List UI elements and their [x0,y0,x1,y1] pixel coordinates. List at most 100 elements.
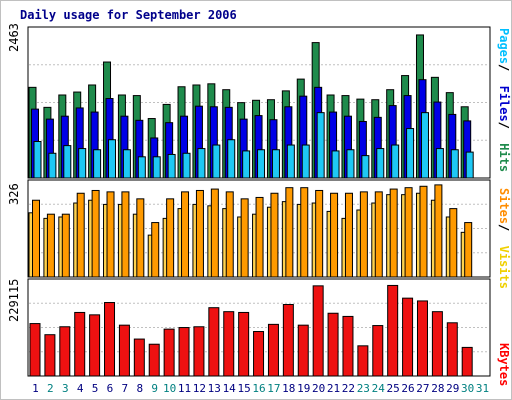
day-label: 8 [136,382,143,395]
pages-bar [122,149,131,179]
chart-title: Daily usage for September 2006 [20,8,237,22]
kbytes-bar [59,326,71,377]
sites-bar [344,192,353,278]
pages-bar [227,139,236,179]
sites-bar [315,189,324,278]
kbytes-bar [193,326,205,377]
pages-bar [63,145,72,179]
kbytes-bar [327,312,339,377]
pages-bar [346,149,355,179]
legend-text: Sites [497,188,511,224]
middle-scale-label: 326 [7,183,21,205]
pages-bar [331,150,340,179]
pages-bar [450,149,459,179]
kbytes-bar [238,311,250,377]
kbytes-bar [416,300,428,377]
kbytes-bar [104,302,116,377]
sites-bar [210,188,219,278]
kbytes-bar [89,314,101,377]
pages-bar [435,148,444,179]
pages-bar [316,112,325,179]
kbytes-bar [446,322,458,377]
day-label: 5 [92,382,99,395]
sites-bar [404,187,413,278]
kbytes-bar [29,323,41,377]
pages-bar [78,148,87,179]
kbytes-bar [342,315,354,377]
bottom-scale-label: 229115 [7,279,21,322]
pages-bar [301,144,310,179]
day-label: 22 [342,382,355,395]
sites-bar [359,191,368,278]
day-label: 1 [32,382,39,395]
legend-text: Hits [497,143,511,172]
day-label: 12 [193,382,206,395]
kbytes-bar [312,285,324,377]
sites-bar [225,191,234,278]
day-label: 20 [312,382,325,395]
day-label: 13 [208,382,221,395]
sites-bar [255,196,264,278]
sites-bar [91,189,100,278]
sites-bar [449,208,458,278]
kbytes-bar [267,323,279,377]
pages-bar [212,144,221,179]
day-label: 21 [327,382,340,395]
pages-bar [152,156,161,179]
legend-text: / [497,122,511,129]
legend-text: Pages [497,28,511,64]
day-label: 29 [446,382,459,395]
sites-bar [166,198,175,278]
sites-bar [330,192,339,278]
kbytes-bar [357,345,369,377]
kbytes-bar [461,346,473,377]
day-label: 7 [122,382,129,395]
day-label: 9 [151,382,158,395]
day-label: 17 [267,382,280,395]
kbytes-bar [282,304,294,377]
legend-text: Files [497,86,511,122]
pages-bar [376,148,385,179]
pages-bar [242,150,251,179]
pages-bar [33,140,42,179]
sites-bar [121,191,130,278]
pages-bar [167,153,176,179]
kbytes-bar [402,297,414,377]
kbytes-bar [44,334,56,377]
day-label: 4 [77,382,84,395]
kbytes-bar [372,325,384,377]
pages-bar [286,144,295,179]
day-label: 27 [416,382,429,395]
legend-text: Visits [497,246,511,289]
day-label: 28 [431,382,444,395]
day-label: 6 [107,382,114,395]
kbytes-bar [253,331,265,377]
pages-bar [271,149,280,179]
day-label: 15 [237,382,250,395]
legend-text: KBytes [497,343,511,386]
sites-bar [61,213,70,278]
sites-bar [374,191,383,278]
legend-text: / [497,64,511,71]
sites-bar [285,187,294,278]
sites-bar [76,192,85,278]
pages-bar [465,151,474,179]
kbytes-bar [148,343,160,377]
day-label: 16 [252,382,265,395]
day-label: 25 [387,382,400,395]
kbytes-bar [387,284,399,377]
sites-bar [419,185,428,278]
kbytes-bar [223,311,235,377]
kbytes-bar [431,311,443,377]
day-label: 31 [476,382,489,395]
pages-bar [257,149,266,179]
pages-bar [182,152,191,179]
sites-bar [151,222,160,278]
bottom-legend: KBytes [497,343,511,386]
kbytes-bar [118,324,130,377]
sites-bar [46,213,55,278]
middle-legend: Sites / Visits [497,188,511,289]
day-label: 26 [401,382,414,395]
pages-bar [108,139,117,179]
